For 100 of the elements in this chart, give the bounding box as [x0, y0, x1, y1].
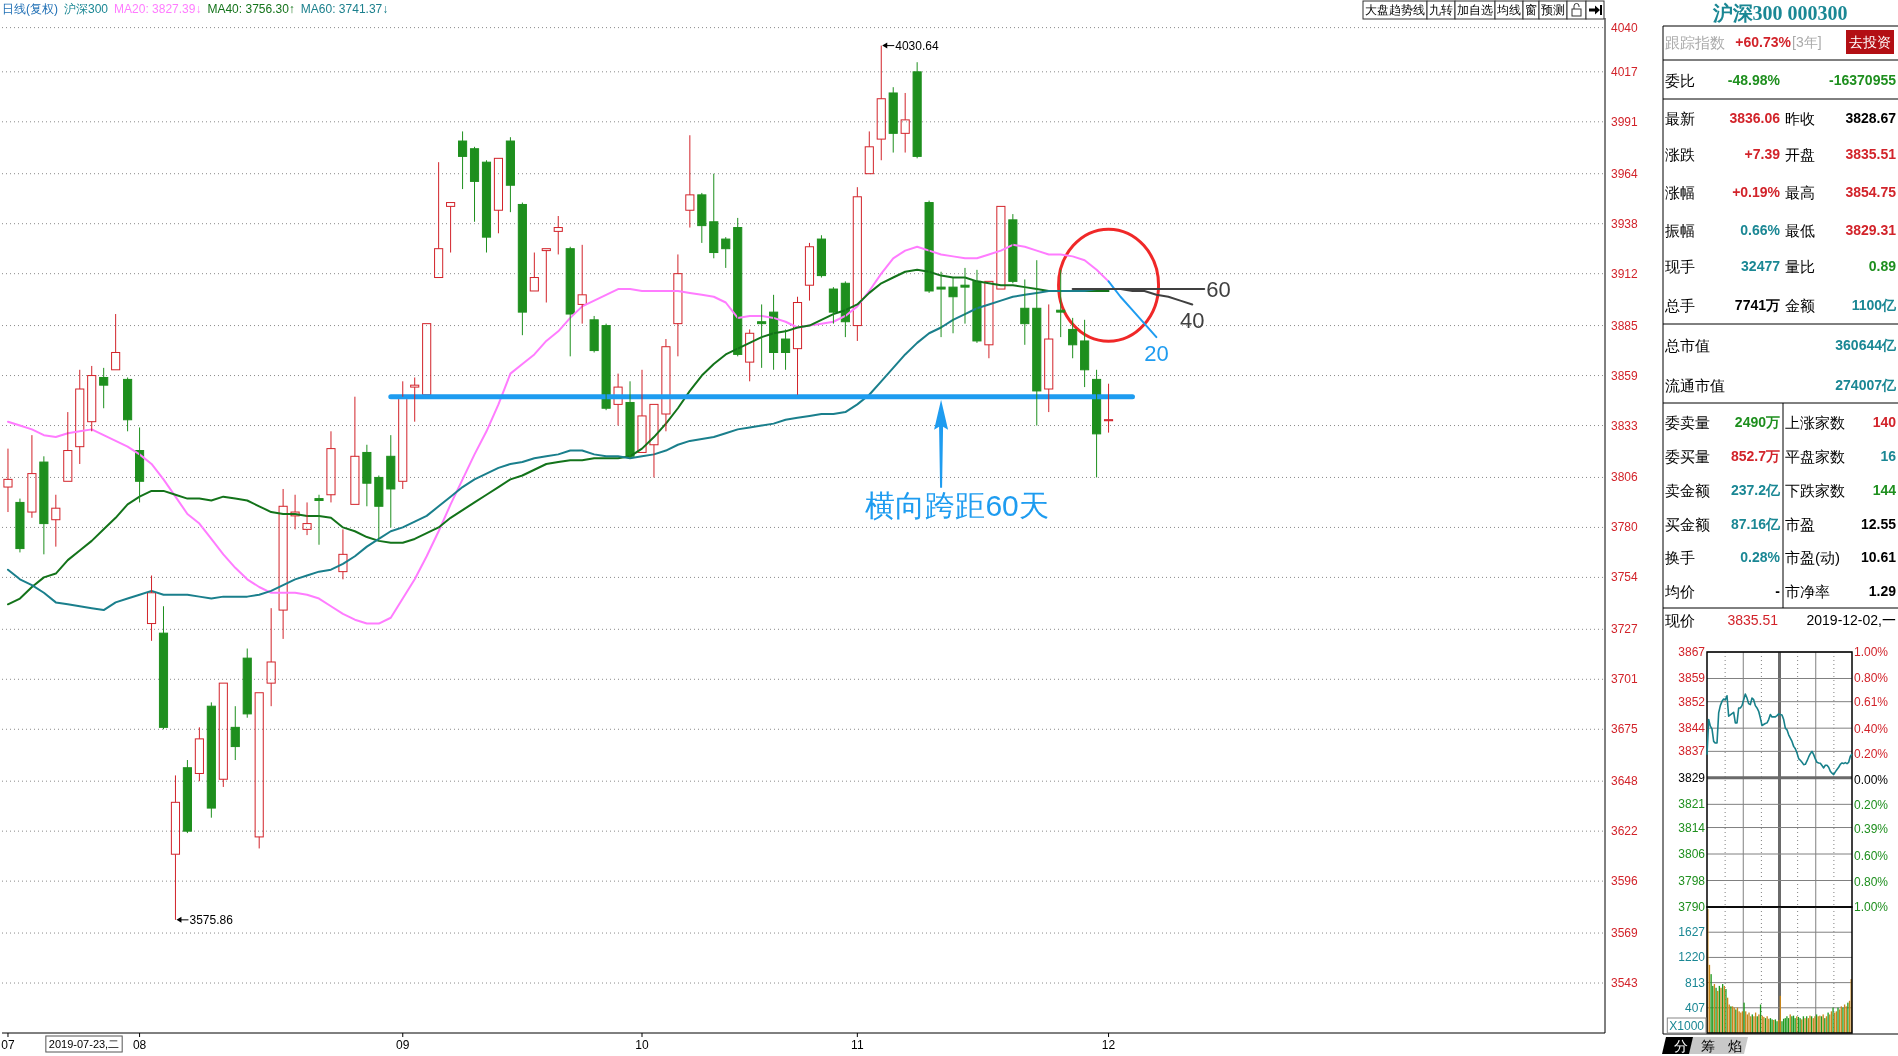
text: 量比	[1785, 257, 1815, 275]
y-tick-label: 3798	[1678, 873, 1706, 888]
text: 3836.06	[1729, 110, 1781, 126]
y2-tick-label: 0.00%	[1854, 772, 1889, 787]
x-tick-label: 08	[132, 1038, 147, 1052]
text: 总手	[1664, 296, 1695, 314]
x-tick-label: 09	[396, 1038, 410, 1052]
text: 筹	[1701, 1038, 1715, 1054]
y-tick-label: 3829	[1678, 770, 1706, 785]
text: -48.98%	[1727, 72, 1781, 88]
y-tick-label: 3912	[1611, 266, 1639, 281]
text: 现价	[1665, 611, 1695, 629]
annotation: 3575.86	[189, 912, 234, 927]
text: 分	[1674, 1038, 1688, 1054]
y-tick-label: 3833	[1611, 418, 1639, 433]
text: 均线	[1496, 3, 1521, 17]
text: +7.39	[1744, 146, 1781, 162]
series-label: 60	[1206, 276, 1231, 302]
y-tick-label: 3814	[1678, 820, 1706, 835]
annotation: 横向跨距60天	[865, 489, 1049, 523]
y-tick-label: 407	[1684, 1000, 1706, 1015]
text: 360644亿	[1835, 337, 1897, 353]
text: 3828.67	[1845, 110, 1897, 126]
text: 换手	[1665, 548, 1695, 566]
text: 1.29	[1868, 583, 1897, 599]
y-tick-label: 3867	[1678, 645, 1706, 659]
text: 沪深300 000300	[1711, 2, 1848, 24]
y-axis-title: X1000	[1669, 1019, 1705, 1033]
text: 大盘趋势线	[1365, 3, 1425, 17]
text: 均价	[1664, 582, 1695, 600]
chart-subtitle: 沪深300	[64, 2, 109, 16]
y2-tick-label: 0.61%	[1854, 694, 1889, 709]
text: +0.19%	[1732, 184, 1781, 200]
text: 焰	[1728, 1038, 1742, 1054]
y-tick-label: 3885	[1611, 318, 1639, 333]
text: 委比	[1665, 71, 1695, 89]
x-tick-label: 07	[1, 1038, 15, 1052]
text: 昨收	[1785, 109, 1815, 127]
y-tick-label: 3622	[1611, 824, 1639, 839]
text: 7741万	[1734, 297, 1780, 313]
text: 3829.31	[1845, 222, 1897, 238]
text: 0.89	[1868, 258, 1897, 274]
text: 流通市值	[1665, 376, 1725, 394]
y-tick-label: 3675	[1611, 722, 1639, 737]
y-tick-label: 3543	[1611, 976, 1639, 991]
y2-tick-label: 0.80%	[1854, 874, 1889, 889]
annotation: 4030.64	[895, 38, 939, 53]
text: 12.55	[1860, 516, 1897, 532]
text: 买金额	[1665, 515, 1710, 533]
text: 下跌家数	[1785, 481, 1845, 499]
text: 涨幅	[1665, 183, 1695, 201]
text: 144	[1872, 482, 1897, 498]
y-tick-label: 3790	[1678, 900, 1706, 914]
text: 0.28%	[1740, 549, 1781, 565]
y-tick-label: 4040	[1611, 20, 1639, 35]
y-tick-label: 3821	[1678, 797, 1706, 812]
text: 上涨家数	[1785, 413, 1845, 431]
text: 237.2亿	[1730, 482, 1781, 498]
y-tick-label: 4017	[1611, 64, 1639, 79]
y-tick-label: 813	[1684, 975, 1706, 990]
y2-tick-label: 0.20%	[1854, 747, 1889, 761]
y-tick-label: 3844	[1678, 721, 1706, 736]
text: 振幅	[1665, 221, 1695, 239]
y2-tick-label: 0.20%	[1854, 798, 1889, 812]
text: 市净率	[1785, 582, 1830, 600]
y2-tick-label: 1.00%	[1854, 645, 1889, 659]
text: 87.16亿	[1730, 516, 1781, 532]
text: 现手	[1665, 257, 1695, 275]
y-tick-label: 3780	[1611, 520, 1639, 535]
y2-tick-label: 0.60%	[1854, 849, 1889, 863]
series-label: 20	[1144, 340, 1169, 366]
text: 最低	[1785, 221, 1815, 239]
y-tick-label: 3852	[1678, 694, 1706, 709]
text: 最高	[1785, 183, 1815, 201]
text: 平盘家数	[1785, 447, 1845, 465]
y-tick-label: 1627	[1678, 925, 1706, 940]
text: 委买量	[1665, 447, 1710, 465]
text: +60.73%	[1735, 34, 1792, 50]
y-tick-label: 3648	[1611, 774, 1639, 789]
text: 2019-12-02,一	[1806, 612, 1896, 628]
text: 加自选	[1457, 3, 1493, 17]
text: 32477	[1741, 258, 1781, 274]
y-tick-label: 3727	[1611, 622, 1639, 637]
text: 3835.51	[1845, 146, 1897, 162]
y-tick-label: 3754	[1611, 570, 1639, 585]
text: 1100亿	[1851, 297, 1897, 313]
x-tick-label: 12	[1101, 1038, 1116, 1052]
text: MA20: 3827.39↓	[114, 2, 202, 16]
text: MA40: 3756.30↑	[207, 2, 295, 16]
text: -16370955	[1829, 72, 1897, 88]
text: 九转	[1429, 3, 1453, 17]
text: [3年]	[1792, 34, 1822, 50]
y-tick-label: 3859	[1678, 671, 1706, 686]
y2-tick-label: 1.00%	[1854, 900, 1889, 914]
y-tick-label: 3837	[1678, 744, 1706, 759]
text: 金额	[1785, 296, 1815, 314]
y-tick-label: 3806	[1611, 470, 1639, 485]
text: 涨跌	[1665, 145, 1695, 163]
y-tick-label: 1220	[1678, 950, 1706, 965]
y2-tick-label: 0.39%	[1854, 822, 1889, 837]
